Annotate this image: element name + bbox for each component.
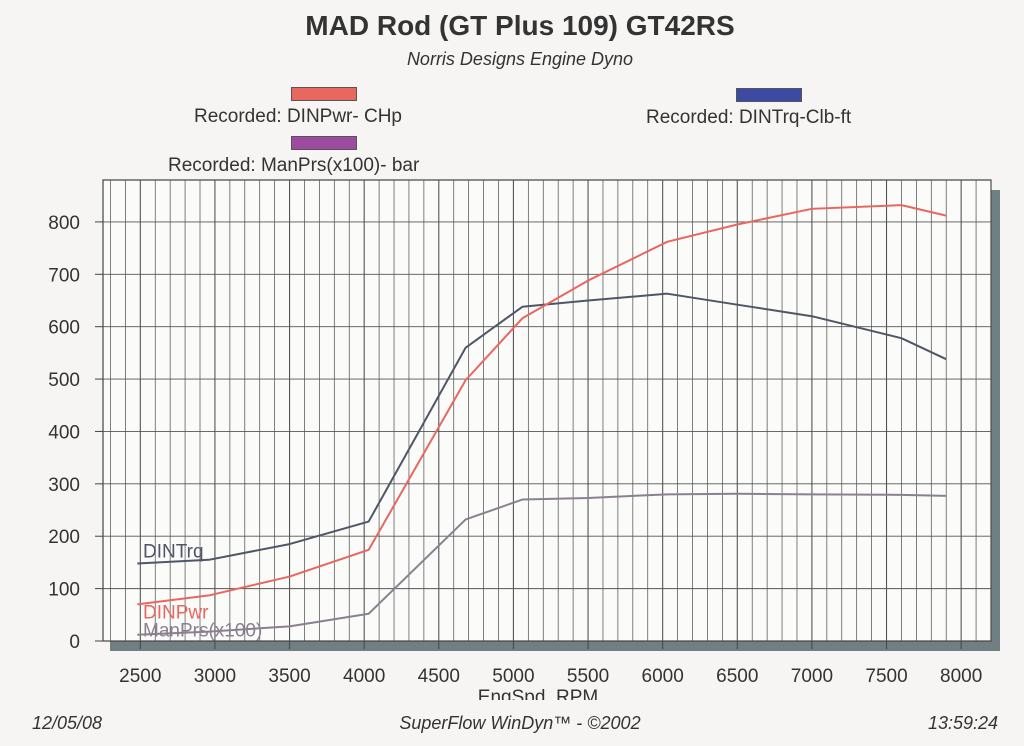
- y-axis-ticks: 0 100 200 300 400 500 600 700 800: [48, 213, 103, 653]
- x-tick-label: 5500: [567, 666, 609, 687]
- series-label-manprs-x100: ManPrs(x100): [143, 621, 262, 642]
- x-tick-label: 6500: [716, 666, 758, 687]
- x-tick-label: 5000: [492, 666, 534, 687]
- x-tick-label: 7000: [791, 666, 833, 687]
- y-tick-label: 100: [48, 580, 80, 601]
- y-tick-label: 600: [48, 318, 80, 339]
- series-label-dinpwr: DINPwr: [143, 602, 209, 623]
- x-tick-label: 8000: [940, 666, 982, 687]
- y-tick-label: 400: [48, 422, 80, 443]
- legend-label-power: Recorded: DINPwr- CHp: [194, 106, 402, 127]
- x-tick-label: 2500: [119, 666, 161, 687]
- series-line-dinpwr: [137, 204, 947, 606]
- legend-swatch-power: [291, 87, 357, 101]
- series-line-manprs-x100: [137, 492, 947, 636]
- y-tick-label: 500: [48, 370, 80, 391]
- x-tick-label: 3000: [194, 666, 236, 687]
- plot-area: [102, 179, 992, 642]
- footer-software: SuperFlow WinDyn™ - ©2002: [399, 713, 641, 733]
- footer-date: 12/05/08: [32, 713, 103, 733]
- y-tick-label: 0: [69, 632, 80, 653]
- footer-time: 13:59:24: [928, 713, 999, 733]
- y-tick-label: 800: [48, 213, 80, 234]
- x-tick-label: 4500: [418, 666, 460, 687]
- legend-label-torque: Recorded: DINTrq-Clb-ft: [646, 107, 852, 128]
- x-tick-label: 4000: [343, 666, 385, 687]
- legend-swatch-manifold-pressure: [291, 136, 357, 150]
- x-tick-label: 7500: [865, 666, 907, 687]
- legend-swatch-torque: [736, 88, 802, 102]
- series-line-dintrq: [137, 292, 947, 565]
- x-axis-ticks: 2500 3000 3500 4000 4500 5000 5500 6000 6500 7000…: [119, 641, 982, 687]
- chart-subtitle: Norris Designs Engine Dyno: [406, 49, 634, 69]
- x-tick-label: 6000: [642, 666, 684, 687]
- x-tick-label: 3500: [268, 666, 310, 687]
- series-group: [137, 204, 947, 636]
- y-tick-label: 700: [48, 265, 80, 286]
- y-tick-label: 300: [48, 475, 80, 496]
- series-label-dintrq: DINTrq: [143, 541, 204, 562]
- chart-title: MAD Rod (GT Plus 109) GT42RS: [305, 10, 735, 41]
- y-tick-label: 200: [48, 527, 80, 548]
- dyno-chart: 0 100 200 300 400 500 600 700 800 2500 3000 3500 40…: [48, 179, 1000, 700]
- x-axis-label: EngSpd RPM: [478, 687, 598, 700]
- legend-label-manifold-pressure: Recorded: ManPrs(x100)- bar: [168, 155, 420, 176]
